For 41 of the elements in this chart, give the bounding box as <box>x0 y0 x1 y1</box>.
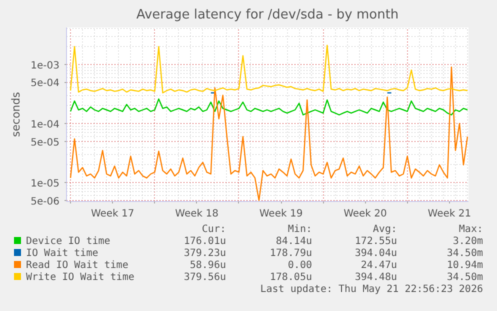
chart-title: Average latency for /dev/sda - by month <box>136 8 399 22</box>
line-series <box>70 66 468 202</box>
line-series <box>70 98 468 116</box>
text: Last update: Thu May 21 22:56:23 2026 <box>260 283 483 297</box>
y-tick-label: 5e-06 <box>30 196 60 208</box>
y-tick-label: 5e-05 <box>30 137 60 148</box>
y-tick-label: 1e-04 <box>30 120 60 131</box>
text: 178.05u <box>270 271 312 284</box>
y-tick-label: 5e-04 <box>30 78 60 90</box>
x-tick-label: Week 17 <box>90 208 134 220</box>
text: 24.47u <box>360 259 397 272</box>
text: 176.01u <box>184 235 226 248</box>
text: Avg: <box>372 223 397 236</box>
y-tick-label: 1e-05 <box>30 178 60 190</box>
text: 178.79u <box>270 247 312 260</box>
text: Cur: <box>202 223 226 236</box>
text: 10.94m <box>446 259 483 272</box>
text: 34.50m <box>446 271 483 284</box>
text: 394.48u <box>354 271 397 284</box>
text: 84.14u <box>276 235 312 248</box>
legend-label: Write IO Wait time <box>26 271 134 285</box>
text: 172.55u <box>354 235 397 248</box>
text: 34.50m <box>446 247 483 260</box>
legend-label: Read IO Wait time <box>26 259 128 272</box>
y-tick-label: 1e-03 <box>30 60 60 72</box>
x-tick-label: Week 18 <box>175 208 218 220</box>
text: 0.00 <box>288 259 312 272</box>
x-tick-label: Week 20 <box>344 208 387 220</box>
legend-label: Device IO time <box>26 235 110 248</box>
x-tick-label: Week 19 <box>259 208 303 220</box>
legend-label: IO Wait time <box>26 247 98 260</box>
text: 394.04u <box>354 247 397 260</box>
y-axis-title: seconds <box>10 92 23 137</box>
line-series <box>70 44 468 94</box>
text: 58.96u <box>190 259 226 272</box>
text: 379.56u <box>184 271 226 285</box>
text: 3.20m <box>452 235 483 248</box>
text: 379.23u <box>184 247 226 260</box>
text: Max: <box>458 223 483 236</box>
text: Min: <box>288 223 312 236</box>
x-tick-label: Week 21 <box>428 208 472 220</box>
